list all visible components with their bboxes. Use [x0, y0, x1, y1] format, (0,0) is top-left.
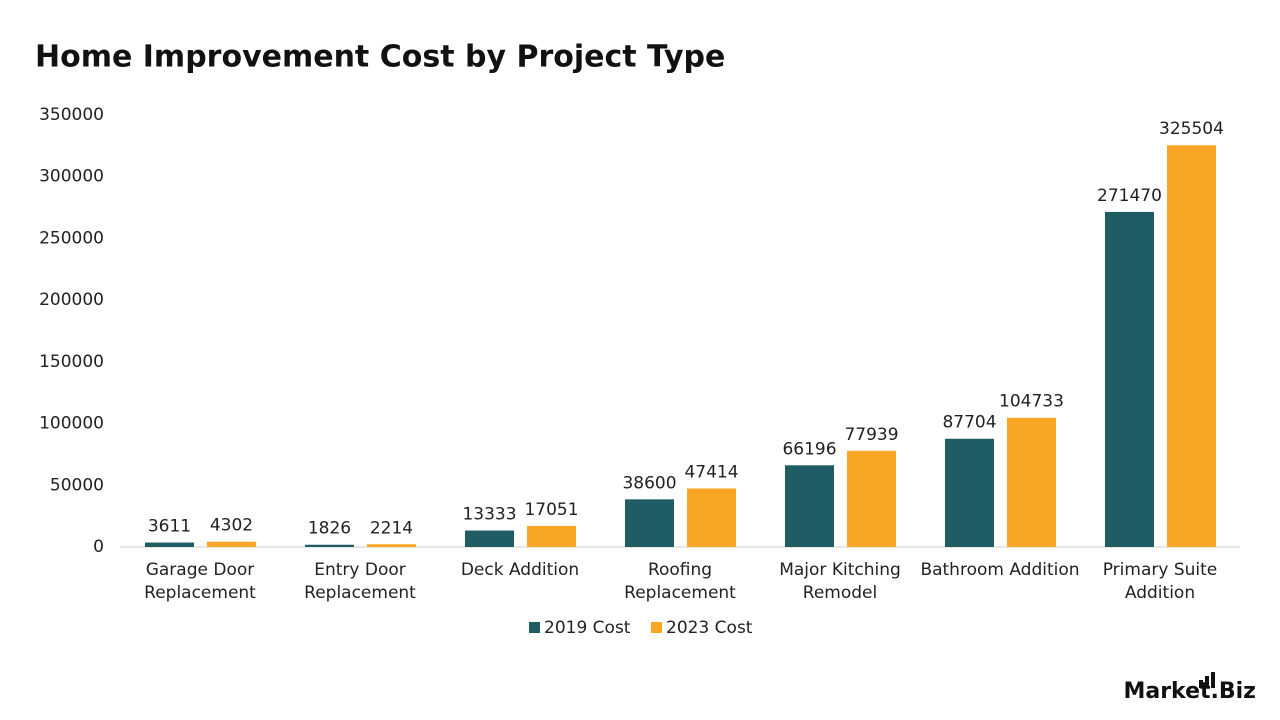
- y-tick-label: 200000: [39, 290, 104, 310]
- x-tick-label: Roofing Replacement: [624, 560, 736, 603]
- bar: [1105, 211, 1154, 547]
- logo-icon: [1199, 672, 1215, 688]
- bar: [625, 499, 674, 547]
- bar: [1007, 417, 1056, 547]
- logo: Market.Biz: [1123, 679, 1256, 704]
- bar: [945, 438, 994, 547]
- y-tick-label: 0: [93, 537, 104, 557]
- bar: [465, 530, 514, 547]
- y-tick-label: 100000: [39, 414, 104, 434]
- data-label: 38600: [622, 473, 676, 493]
- y-tick-label: 250000: [39, 228, 104, 248]
- legend-label: 2023 Cost: [666, 618, 753, 638]
- data-label: 1826: [308, 519, 351, 539]
- bar: [207, 541, 256, 547]
- y-tick-label: 50000: [50, 475, 104, 495]
- data-label: 104733: [999, 392, 1064, 412]
- data-label: 17051: [524, 500, 578, 520]
- y-tick-label: 350000: [39, 105, 104, 125]
- data-label: 66196: [782, 439, 836, 459]
- chart-title: Home Improvement Cost by Project Type: [35, 40, 725, 75]
- data-label: 4302: [210, 516, 253, 536]
- legend-swatch: [529, 622, 540, 633]
- bar: [367, 544, 416, 547]
- x-tick-label: Bathroom Addition: [920, 560, 1080, 580]
- bar: [785, 465, 834, 547]
- data-label: 87704: [942, 413, 996, 433]
- legend-swatch: [651, 622, 662, 633]
- data-label: 47414: [684, 462, 738, 482]
- bar: [1167, 145, 1216, 548]
- data-label: 2214: [370, 518, 413, 538]
- data-label: 77939: [844, 425, 898, 445]
- bar: [305, 544, 354, 547]
- bar: [687, 488, 736, 547]
- data-label: 3611: [148, 517, 191, 537]
- x-tick-label: Major Kitching Remodel: [779, 560, 901, 603]
- bar: [527, 525, 576, 547]
- x-tick-label: Primary Suite Addition: [1102, 560, 1218, 603]
- data-label: 271470: [1097, 186, 1162, 206]
- data-label: 325504: [1159, 119, 1224, 139]
- x-tick-label: Entry Door Replacement: [304, 560, 416, 603]
- bar: [145, 542, 194, 547]
- data-label: 13333: [462, 505, 516, 525]
- y-tick-label: 300000: [39, 167, 104, 187]
- x-tick-label: Deck Addition: [460, 560, 580, 580]
- y-tick-label: 150000: [39, 352, 104, 372]
- legend-label: 2019 Cost: [544, 618, 631, 638]
- bar: [847, 450, 896, 547]
- x-tick-label: Garage Door Replacement: [144, 560, 256, 603]
